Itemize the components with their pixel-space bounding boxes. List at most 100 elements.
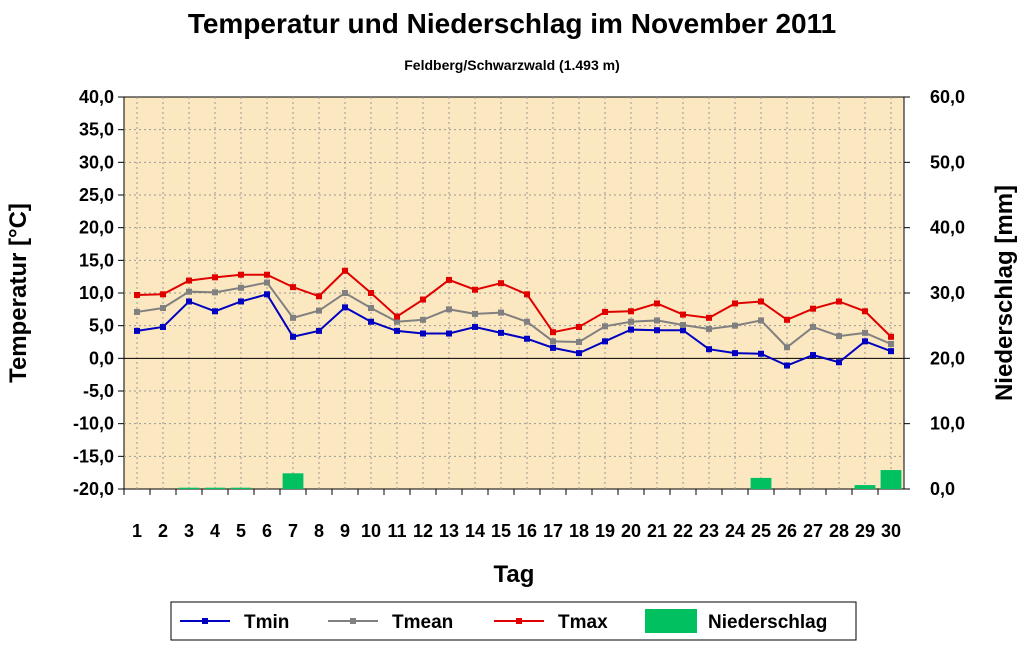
data-point-tmin [186,298,192,305]
x-tick-label: 6 [262,521,272,541]
x-tick-label: 13 [439,521,459,541]
x-tick-label: 9 [340,521,350,541]
data-point-tmean [784,344,790,351]
x-tick-label: 28 [829,521,849,541]
data-point-tmax [654,300,660,307]
y-left-axis-label: Temperatur [°C] [5,203,32,383]
data-point-tmax [342,267,348,274]
data-point-tmin [160,323,166,330]
data-point-tmin [732,350,738,357]
series-lines [134,267,894,369]
data-point-tmin [758,350,764,357]
left-tick-label: 15,0 [79,250,114,270]
legend-label-niederschlag: Niederschlag [708,612,827,633]
data-point-tmax [264,271,270,278]
right-tick-label: 0,0 [930,479,955,499]
left-tick-label: 35,0 [79,120,114,140]
niederschlag-bar [750,477,772,489]
data-point-tmax [628,308,634,315]
data-point-tmin [888,348,894,355]
x-tick-label: 4 [210,521,220,541]
data-point-tmax [316,293,322,300]
data-point-tmean [654,317,660,324]
data-point-tmean [758,317,764,324]
data-point-tmax [134,291,140,298]
data-point-tmin [446,330,452,337]
x-tick-label: 30 [881,521,901,541]
data-point-tmax [758,298,764,305]
data-point-tmax [550,329,556,336]
data-point-tmin [524,335,530,342]
x-tick-label: 19 [595,521,615,541]
data-point-tmax [810,305,816,312]
data-point-tmean [836,333,842,340]
data-point-tmean [446,306,452,313]
left-tick-label: 5,0 [89,316,114,336]
data-point-tmean [550,338,556,345]
niederschlag-bar [854,485,876,489]
x-tick-label: 21 [647,521,667,541]
data-point-tmin [420,330,426,337]
legend-swatch-niederschlag [645,609,697,633]
x-tick-label: 17 [543,521,563,541]
left-tick-label: 25,0 [79,185,114,205]
data-point-tmax [680,311,686,318]
niederschlag-bar [880,470,902,489]
x-tick-label: 18 [569,521,589,541]
data-point-tmin [316,327,322,334]
niederschlag-bar [282,473,304,489]
left-tick-label: -10,0 [73,414,114,434]
data-point-tmean [238,284,244,291]
data-point-tmax [784,316,790,323]
x-tick-label: 25 [751,521,771,541]
data-point-tmax [394,313,400,320]
data-point-tmax [290,284,296,291]
x-tick-label: 20 [621,521,641,541]
series-line-tmean [136,281,892,349]
data-point-tmin [368,318,374,325]
data-point-tmax [576,323,582,330]
data-point-tmin [784,362,790,369]
data-point-tmin [862,338,868,345]
left-tick-label: 20,0 [79,218,114,238]
data-point-tmean [472,310,478,317]
left-tick-label: 10,0 [79,283,114,303]
niederschlag-bar [204,487,226,489]
data-point-tmin [498,329,504,336]
data-point-tmax [836,298,842,305]
data-point-tmax [862,308,868,315]
data-point-tmin [706,346,712,353]
left-tick-label: -20,0 [73,479,114,499]
data-point-tmax [368,290,374,296]
data-point-tmax [888,333,894,340]
x-tick-label: 26 [777,521,797,541]
data-point-tmin [264,291,270,298]
x-axis-label: Tag [494,561,535,588]
data-point-tmin [680,327,686,334]
data-point-tmean [316,307,322,314]
x-tick-label: 1 [132,521,142,541]
data-point-tmin [290,333,296,340]
left-tick-label: -15,0 [73,446,114,466]
data-point-tmax [238,271,244,278]
x-tick-label: 27 [803,521,823,541]
left-tick-label: -5,0 [83,381,114,401]
data-point-tmax [446,276,452,283]
x-tick-label: 7 [288,521,298,541]
data-point-tmax [706,314,712,321]
x-tick-label: 11 [387,521,406,541]
data-point-tmin [134,327,140,334]
data-point-tmin [394,327,400,334]
left-tick-label: 40,0 [79,87,114,107]
legend-label-tmin: Tmin [244,612,289,633]
data-point-tmean [810,323,816,330]
data-point-tmin [550,344,556,351]
right-tick-label: 50,0 [930,152,965,172]
right-tick-label: 40,0 [930,218,965,238]
legend-marker-tmean [350,618,356,624]
data-point-tmax [602,308,608,315]
data-point-tmin [576,350,582,357]
data-point-tmean [680,322,686,329]
right-tick-label: 30,0 [930,283,965,303]
